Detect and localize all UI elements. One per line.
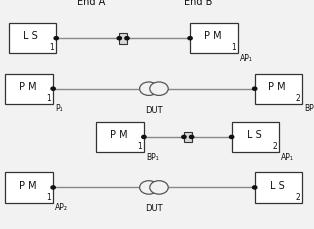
Circle shape <box>125 37 129 40</box>
Circle shape <box>51 87 55 90</box>
Text: P₁: P₁ <box>55 104 62 113</box>
Text: End B: End B <box>184 0 213 7</box>
Text: L S: L S <box>246 130 261 140</box>
FancyBboxPatch shape <box>190 23 238 53</box>
Circle shape <box>189 135 194 139</box>
Circle shape <box>188 37 192 40</box>
Text: 1: 1 <box>231 44 236 52</box>
FancyBboxPatch shape <box>255 74 302 104</box>
Text: L S: L S <box>270 181 284 191</box>
Text: P M: P M <box>203 31 221 41</box>
FancyBboxPatch shape <box>232 122 279 152</box>
Circle shape <box>182 135 186 139</box>
Text: AP₂: AP₂ <box>55 203 68 212</box>
Text: 1: 1 <box>50 44 54 52</box>
Text: P M: P M <box>19 181 36 191</box>
Text: 1: 1 <box>137 142 142 151</box>
Text: BP₁: BP₁ <box>146 153 159 161</box>
Text: DUT: DUT <box>145 106 163 114</box>
Text: 1: 1 <box>46 94 51 103</box>
Text: 2: 2 <box>273 142 278 151</box>
Text: 2: 2 <box>296 94 300 103</box>
Text: AP₁: AP₁ <box>281 153 294 161</box>
Circle shape <box>140 82 158 95</box>
Circle shape <box>150 181 168 194</box>
Text: P M: P M <box>19 82 36 92</box>
FancyBboxPatch shape <box>8 23 56 53</box>
Circle shape <box>230 135 234 139</box>
Circle shape <box>140 181 158 194</box>
Text: 1: 1 <box>46 193 51 202</box>
FancyBboxPatch shape <box>184 131 192 142</box>
Circle shape <box>150 82 168 95</box>
Text: P M: P M <box>268 82 286 92</box>
FancyBboxPatch shape <box>119 33 127 44</box>
Text: P M: P M <box>110 130 127 140</box>
FancyBboxPatch shape <box>96 122 144 152</box>
Circle shape <box>54 37 58 40</box>
Circle shape <box>252 186 257 189</box>
FancyBboxPatch shape <box>5 74 53 104</box>
Text: BP₂: BP₂ <box>304 104 314 113</box>
Circle shape <box>142 135 146 139</box>
Text: DUT: DUT <box>145 204 163 213</box>
Text: AP₁: AP₁ <box>240 54 252 63</box>
Text: 2: 2 <box>296 193 300 202</box>
FancyBboxPatch shape <box>5 172 53 203</box>
Text: L S: L S <box>24 31 38 41</box>
FancyBboxPatch shape <box>255 172 302 203</box>
Circle shape <box>117 37 122 40</box>
Circle shape <box>252 87 257 90</box>
Circle shape <box>51 186 55 189</box>
Text: End A: End A <box>77 0 105 7</box>
